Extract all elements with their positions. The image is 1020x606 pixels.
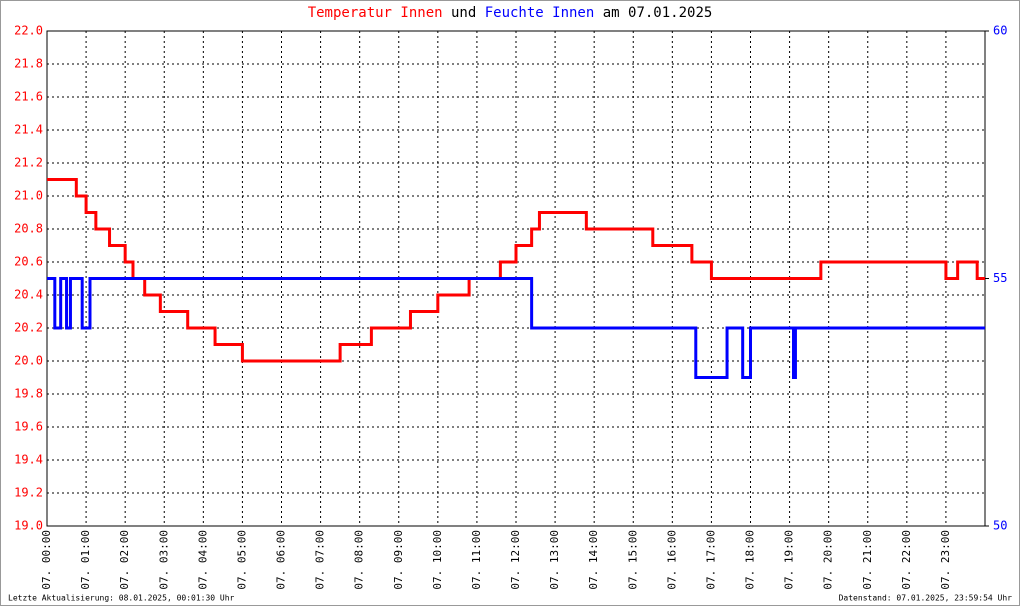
x-tick-label: 07. 23:00 — [939, 530, 952, 590]
y-tick-label: 20.4 — [14, 288, 43, 302]
chart-title: Temperatur Innen und Feuchte Innen am 07… — [308, 5, 713, 21]
title-part: am 07.01.2025 — [603, 5, 713, 21]
x-tick-label: 07. 05:00 — [235, 530, 248, 590]
y-tick-label: 19.2 — [14, 486, 43, 500]
x-tick-label: 07. 14:00 — [587, 530, 600, 590]
x-tick-label: 07. 09:00 — [392, 530, 405, 590]
title-part: Feuchte Innen — [485, 5, 595, 21]
series-line — [47, 277, 985, 379]
y-tick-label: 20.6 — [14, 255, 43, 269]
x-tick-label: 07. 22:00 — [900, 530, 913, 590]
y-tick-label: 20.2 — [14, 321, 43, 335]
y-tick-label: 22.0 — [14, 24, 43, 38]
x-tick-label: 07. 01:00 — [79, 530, 92, 590]
x-tick-label: 07. 19:00 — [783, 530, 796, 590]
y-tick-label: 20.0 — [14, 354, 43, 368]
x-tick-label: 07. 16:00 — [665, 530, 678, 590]
x-tick-label: 07. 03:00 — [157, 530, 170, 590]
series-line — [47, 178, 985, 363]
y-tick-label: 20.8 — [14, 222, 43, 236]
y-tick-label: 19.0 — [14, 519, 43, 533]
x-tick-label: 07. 13:00 — [548, 530, 561, 590]
y-tick-label: 21.4 — [14, 123, 43, 137]
x-tick-label: 07. 02:00 — [118, 530, 131, 590]
x-tick-label: 07. 18:00 — [744, 530, 757, 590]
y-tick-label: 21.0 — [14, 189, 43, 203]
y2-tick-label: 50 — [993, 519, 1007, 533]
y-tick-label: 19.8 — [14, 387, 43, 401]
x-tick-label: 07. 06:00 — [275, 530, 288, 590]
x-tick-label: 07. 15:00 — [626, 530, 639, 590]
footer-right: Datenstand: 07.01.2025, 23:59:54 Uhr — [839, 594, 1013, 603]
y-tick-label: 21.2 — [14, 156, 43, 170]
y-tick-label: 21.8 — [14, 57, 43, 71]
footer-left: Letzte Aktualisierung: 08.01.2025, 00:01… — [8, 594, 235, 603]
x-tick-label: 07. 20:00 — [822, 530, 835, 590]
x-tick-label: 07. 17:00 — [704, 530, 717, 590]
y-tick-label: 19.6 — [14, 420, 43, 434]
y-tick-label: 21.6 — [14, 90, 43, 104]
x-tick-label: 07. 11:00 — [470, 530, 483, 590]
title-part: Temperatur Innen — [308, 5, 443, 21]
x-tick-label: 07. 12:00 — [509, 530, 522, 590]
x-tick-label: 07. 08:00 — [353, 530, 366, 590]
x-tick-label: 07. 00:00 — [40, 530, 53, 590]
x-tick-label: 07. 21:00 — [861, 530, 874, 590]
x-tick-label: 07. 07:00 — [314, 530, 327, 590]
y-tick-label: 19.4 — [14, 453, 43, 467]
x-tick-label: 07. 10:00 — [431, 530, 444, 590]
y2-tick-label: 60 — [993, 24, 1007, 38]
title-part: und — [451, 5, 476, 21]
y2-tick-label: 55 — [993, 271, 1007, 285]
x-tick-label: 07. 04:00 — [196, 530, 209, 590]
